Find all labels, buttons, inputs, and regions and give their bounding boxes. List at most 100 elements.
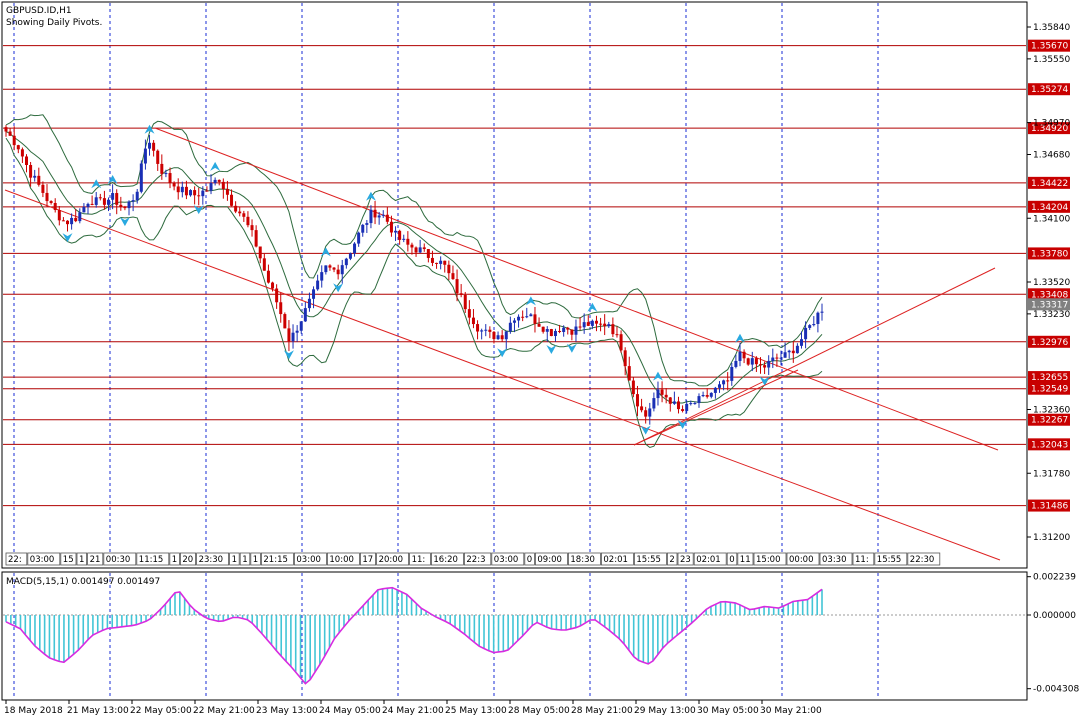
time-tag-box bbox=[293, 552, 327, 566]
candle-body bbox=[201, 190, 205, 197]
candle-body bbox=[180, 186, 184, 193]
candle-body bbox=[627, 366, 631, 381]
candle-body bbox=[41, 184, 45, 193]
candle-body bbox=[406, 238, 410, 245]
candle-body bbox=[599, 323, 603, 325]
candle-body bbox=[410, 244, 414, 248]
candle-body bbox=[98, 197, 102, 199]
time-tag-box bbox=[196, 552, 230, 566]
time-tick-label: 24 May 21:00 bbox=[382, 706, 444, 716]
candle-body bbox=[570, 329, 574, 335]
candle-body bbox=[8, 131, 12, 136]
candle-body bbox=[82, 206, 86, 213]
indicator-note: Showing Daily Pivots. bbox=[6, 18, 102, 28]
time-tag-box bbox=[463, 552, 492, 566]
candle-body bbox=[648, 408, 652, 417]
candle-body bbox=[640, 406, 644, 411]
candle-body bbox=[750, 358, 754, 365]
pivot-price-label: 1.32267 bbox=[1031, 416, 1068, 426]
time-tag-label: 17 bbox=[362, 555, 373, 565]
time-tag-box bbox=[491, 552, 525, 566]
candle-body bbox=[549, 329, 553, 337]
time-tag-box bbox=[852, 552, 875, 566]
candle-body bbox=[799, 339, 803, 346]
pivot-price-label: 1.34204 bbox=[1031, 203, 1068, 213]
macd-tick-label: 0.000000 bbox=[1033, 611, 1076, 621]
trendlines bbox=[4, 127, 1001, 561]
time-tag-label: 1 bbox=[79, 555, 84, 565]
current-price-tag bbox=[1028, 298, 1070, 311]
candle-body bbox=[594, 320, 598, 324]
candle-body bbox=[615, 334, 619, 336]
time-tag-box bbox=[136, 552, 170, 566]
time-tag-box bbox=[601, 552, 634, 566]
time-tag-label: 1 bbox=[172, 555, 177, 565]
candle-body bbox=[668, 397, 672, 404]
time-tag-label: 00:00 bbox=[789, 555, 814, 565]
macd-histogram bbox=[5, 586, 823, 685]
pivot-price-label: 1.32976 bbox=[1031, 338, 1068, 348]
time-tag-label: 23 bbox=[680, 555, 691, 565]
time-tag-box bbox=[376, 552, 410, 566]
time-tag-label: 0 bbox=[729, 555, 734, 565]
candle-body bbox=[271, 282, 275, 289]
fractal-down-arrow-icon bbox=[497, 348, 508, 358]
candle-body bbox=[316, 280, 320, 290]
pivot-price-label: 1.35670 bbox=[1031, 42, 1068, 52]
candle-body bbox=[656, 389, 660, 399]
pivot-price-label: 1.33780 bbox=[1031, 249, 1068, 259]
time-tag-label: 23:30 bbox=[199, 555, 224, 565]
candle-body bbox=[295, 330, 299, 333]
candle-body bbox=[722, 380, 726, 385]
candle-body bbox=[389, 221, 393, 233]
fractal-up-arrow-icon bbox=[107, 175, 118, 185]
candle-body bbox=[20, 149, 24, 157]
main-plot-frame bbox=[1, 1, 1028, 569]
time-tag-label: 0 bbox=[527, 555, 532, 565]
candle-body bbox=[607, 324, 611, 327]
time-tag-label: 21 bbox=[90, 555, 101, 565]
fractal-up-arrow-icon bbox=[734, 333, 745, 343]
candle-body bbox=[4, 127, 8, 132]
candle-body bbox=[250, 225, 254, 231]
candle-body bbox=[426, 249, 430, 258]
candle-body bbox=[258, 246, 262, 259]
time-tag-label: 15 bbox=[63, 555, 74, 565]
candle-body bbox=[291, 332, 295, 342]
fractal-down-arrow-icon bbox=[283, 350, 294, 360]
time-tag-label: 15:00 bbox=[756, 555, 781, 565]
candle-body bbox=[164, 173, 168, 175]
candle-body bbox=[168, 173, 172, 183]
candle-body bbox=[283, 314, 287, 329]
candle-body bbox=[246, 216, 250, 226]
candle-body bbox=[78, 212, 82, 222]
time-tick-label: 22 May 05:00 bbox=[130, 706, 192, 716]
candle-body bbox=[189, 190, 193, 196]
candle-body bbox=[131, 200, 135, 202]
candle-body bbox=[111, 193, 115, 200]
candle-body bbox=[767, 360, 771, 368]
candle-body bbox=[451, 273, 455, 280]
candle-body bbox=[697, 396, 701, 404]
candle-body bbox=[381, 214, 385, 216]
candle-body bbox=[373, 209, 377, 218]
candle-body bbox=[143, 148, 147, 164]
candle-body bbox=[16, 145, 20, 150]
time-tag-label: 03:30 bbox=[822, 555, 847, 565]
pivot-price-tag bbox=[1028, 438, 1070, 451]
candle-body bbox=[795, 345, 799, 354]
price-tick-label: 1.34970 bbox=[1033, 119, 1070, 129]
candle-body bbox=[508, 322, 512, 332]
time-tag-label: 22:3 bbox=[466, 555, 485, 565]
candle-body bbox=[279, 302, 283, 315]
time-tag-label: 02:01 bbox=[696, 555, 721, 565]
candle-body bbox=[586, 322, 590, 326]
candle-body bbox=[533, 314, 537, 324]
pivot-price-tag bbox=[1028, 413, 1070, 426]
time-tag-label: 10:00 bbox=[329, 555, 354, 565]
candle-body bbox=[635, 394, 639, 407]
candle-body bbox=[102, 198, 106, 205]
candle-body bbox=[344, 258, 348, 266]
candle-body bbox=[447, 264, 451, 274]
candle-body bbox=[611, 324, 615, 335]
